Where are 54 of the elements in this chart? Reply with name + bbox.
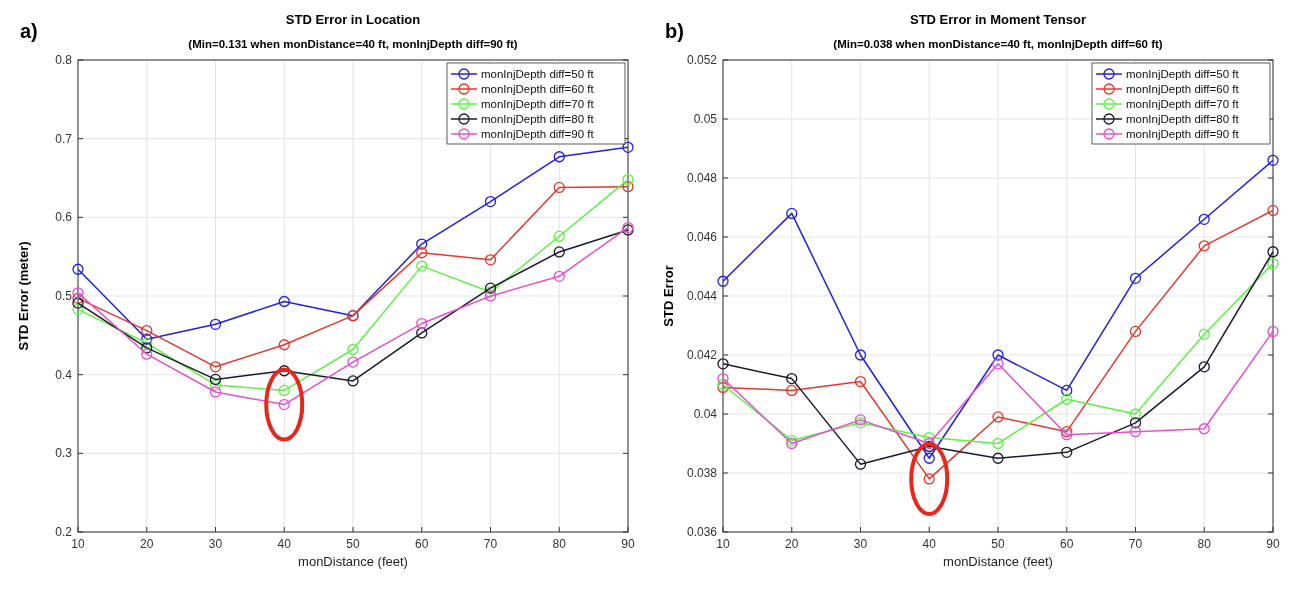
chart-title: STD Error in Location (285, 12, 421, 27)
x-tick-label: 70 (1128, 537, 1143, 551)
x-tick-label: 80 (552, 537, 567, 551)
x-tick-label: 70 (483, 537, 498, 551)
x-tick-label: 60 (415, 537, 429, 551)
x-tick-label: 30 (853, 537, 868, 551)
y-tick-label: 0.042 (686, 348, 718, 362)
x-tick-label: 90 (621, 537, 635, 551)
text: b) (665, 20, 684, 42)
y-axis-title: STD Error (meter) (16, 241, 31, 351)
y-tick-label: 0.8 (55, 53, 73, 67)
x-tick-label: 60 (1060, 537, 1074, 551)
chart-subtitle: (Min=0.131 when monDistance=40 ft, monInjDepth diff=90 ft) (188, 38, 518, 50)
legend-label: monInjDepth diff=90 ft (1126, 128, 1240, 140)
legend-label: monInjDepth diff=60 ft (1126, 83, 1240, 95)
legend-label: monInjDepth diff=80 ft (481, 113, 595, 125)
legend-label: monInjDepth diff=60 ft (481, 83, 595, 95)
y-tick-label: 0.7 (55, 131, 73, 146)
chart-subtitle: (Min=0.038 when monDistance=40 ft, monInjDepth diff=60 ft) (833, 38, 1163, 50)
y-tick-label: 0.4 (55, 367, 73, 382)
x-tick-label: 20 (140, 537, 154, 551)
x-tick-label: 10 (71, 537, 85, 551)
y-tick-label: 0.046 (686, 230, 718, 244)
legend-label: monInjDepth diff=70 ft (1126, 98, 1240, 110)
legend-label: monInjDepth diff=50 ft (481, 68, 595, 80)
x-tick-label: 50 (346, 537, 360, 551)
y-tick-label: 0.04 (693, 407, 718, 421)
legend-label: monInjDepth diff=50 ft (1126, 68, 1240, 80)
x-tick-label: 20 (785, 537, 799, 551)
text: a) (20, 20, 38, 42)
y-tick-label: 0.052 (686, 53, 718, 67)
y-tick-label: 0.6 (55, 210, 73, 225)
legend-label: monInjDepth diff=70 ft (481, 98, 595, 110)
legend-label: monInjDepth diff=90 ft (481, 128, 595, 140)
y-tick-label: 0.038 (686, 466, 718, 480)
y-tick-label: 0.05 (693, 112, 718, 126)
x-tick-label: 40 (277, 537, 292, 551)
y-tick-label: 0.5 (55, 289, 73, 303)
y-tick-label: 0.2 (55, 525, 73, 539)
x-tick-label: 50 (991, 537, 1005, 551)
x-tick-label: 80 (1197, 537, 1212, 551)
y-tick-label: 0.044 (686, 289, 718, 303)
chart-title: STD Error in Moment Tensor (910, 12, 1086, 27)
legend-label: monInjDepth diff=80 ft (1126, 113, 1240, 125)
x-axis-title: monDistance (feet) (298, 554, 408, 569)
y-tick-label: 0.048 (686, 171, 718, 185)
x-tick-label: 90 (1266, 537, 1280, 551)
x-tick-label: 40 (922, 537, 937, 551)
x-tick-label: 30 (208, 537, 223, 551)
x-tick-label: 10 (716, 537, 730, 551)
y-tick-label: 0.036 (686, 525, 718, 539)
y-axis-title: STD Error (661, 265, 676, 327)
y-tick-label: 0.3 (55, 446, 73, 461)
x-axis-title: monDistance (feet) (943, 554, 1053, 569)
